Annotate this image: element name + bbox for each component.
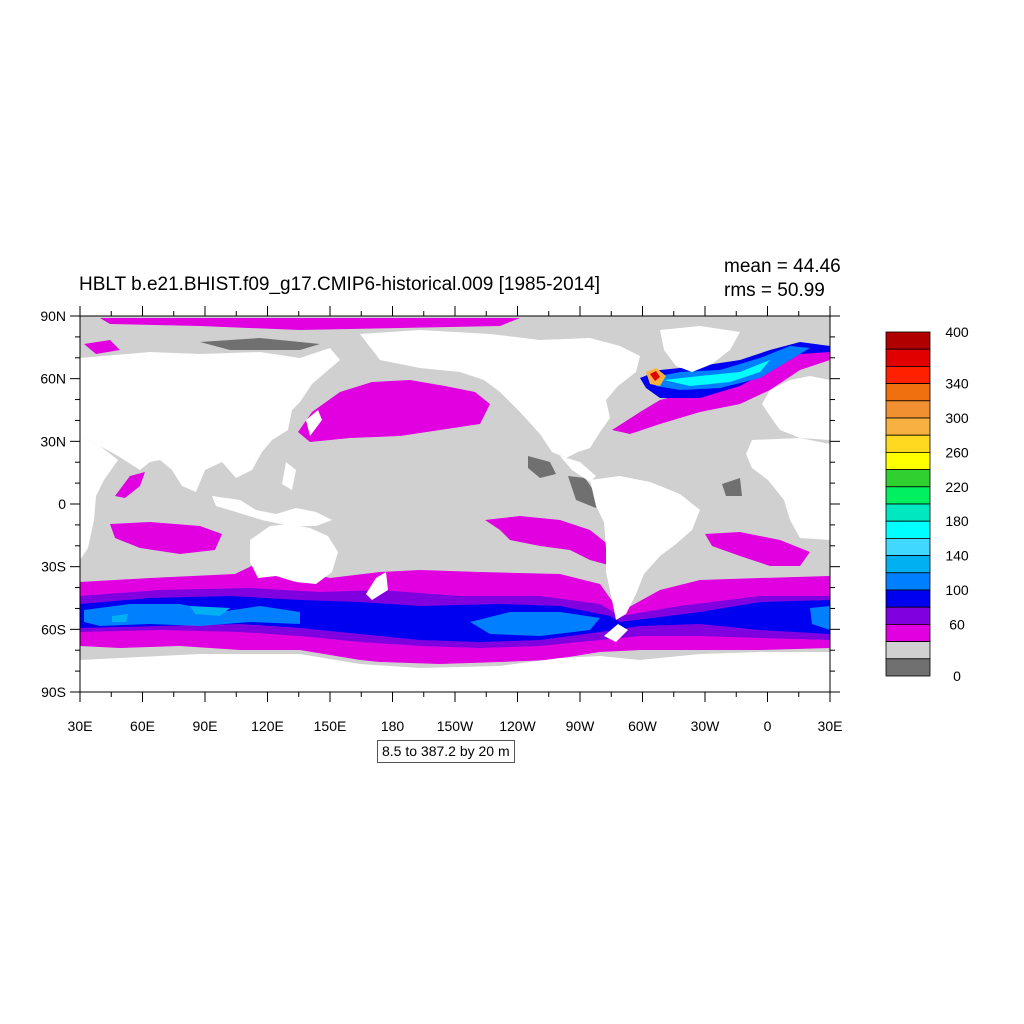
map-title: HBLT b.e21.BHIST.f09_g17.CMIP6-historica… [79,274,601,295]
colorbar-swatch [885,451,931,470]
lon-label: 90E [193,718,218,734]
colorbar [885,331,931,677]
lon-label: 30W [691,718,721,734]
lon-label: 90W [566,718,596,734]
lat-label: 30N [40,433,66,449]
colorbar-label: 0 [953,668,961,684]
colorbar-swatch [885,400,931,419]
colorbar-label: 180 [945,513,969,529]
south-pacific-magenta [485,516,612,566]
colorbar-labels: 400 340 300 260 220 180 140 100 60 0 [945,324,969,684]
land-philippines [282,462,296,490]
colorbar-swatch [885,469,931,488]
colorbar-swatch [885,383,931,402]
lon-label: 120W [499,718,536,734]
lat-label: 60S [41,621,66,637]
colorbar-label: 340 [945,376,969,392]
lon-label: 180 [381,718,405,734]
land-antarctica [80,652,830,692]
colorbar-swatch [885,606,931,625]
land-europe [762,376,830,440]
arabian-sea-magenta [115,472,145,498]
contour-range-label: 8.5 to 387.2 by 20 m [377,740,515,763]
north-pacific-magenta [298,380,490,442]
land-greenland [660,326,740,372]
colorbar-label: 300 [945,410,969,426]
lon-label: 150E [314,718,347,734]
colorbar-label: 100 [945,582,969,598]
low-value-patch-arctic [200,338,600,380]
colorbar-swatch [885,520,931,539]
colorbar-swatch [885,348,931,367]
land-africa-east [80,436,118,560]
latitude-labels: 90N 60N 30N 0 30S 60S 90S [40,308,66,700]
lat-label: 0 [58,496,66,512]
map-field [80,316,830,692]
southern-ocean-lightblue [84,604,830,636]
longitude-labels: 30E 60E 90E 120E 150E 180 150W 120W 90W 60W 30W 0 30… [68,718,843,734]
colorbar-label: 140 [945,548,969,564]
lat-label: 30S [41,559,66,575]
lat-label: 60N [40,371,66,387]
colorbar-swatch [885,624,931,643]
colorbar-swatch [885,417,931,436]
colorbar-swatch [885,555,931,574]
land-antarctic-peninsula [604,624,628,642]
rms-value: rms = 50.99 [724,280,825,301]
colorbar-label: 400 [945,324,969,340]
lat-label: 90S [41,684,66,700]
land-north-america [360,330,640,458]
colorbar-label: 60 [949,616,965,632]
axis-ticks [70,306,840,702]
colorbar-swatch [885,503,931,522]
lon-label: 30E [818,718,843,734]
land-eurasia [80,348,340,492]
south-atlantic-magenta [705,532,810,566]
low-value-patch-peru [568,476,600,508]
land-indonesia [212,496,332,526]
land-japan [306,410,322,436]
lon-label: 150W [437,718,474,734]
colorbar-swatch [885,641,931,660]
lon-label: 30E [68,718,93,734]
lon-label: 0 [764,718,772,734]
land-south-america [590,476,700,620]
mean-value: mean = 44.46 [724,256,841,277]
land-masses [80,326,830,692]
colorbar-swatch [885,331,931,350]
low-value-patch-pacific [528,456,556,478]
land-central-america [560,456,596,482]
lon-label: 60W [628,718,658,734]
labrador-sea-core [650,371,660,381]
land-new-zealand [366,572,388,600]
colorbar-swatch [885,589,931,608]
colorbar-label: 220 [945,479,969,495]
colorbar-swatch [885,572,931,591]
low-value-patch-angola [722,478,742,496]
indian-ocean-magenta [110,522,222,554]
land-africa-west [746,438,830,540]
arctic-magenta [84,318,520,354]
north-atlantic-cyan [664,360,770,386]
lon-label: 60E [130,718,155,734]
lon-label: 120E [251,718,284,734]
colorbar-swatch [885,658,931,677]
colorbar-swatch [885,486,931,505]
colorbar-swatch [885,365,931,384]
southern-ocean-cyan [112,606,230,622]
lat-label: 90N [40,308,66,324]
colorbar-label: 260 [945,444,969,460]
colorbar-swatch [885,538,931,557]
land-australia [250,524,338,584]
colorbar-swatch [885,434,931,453]
